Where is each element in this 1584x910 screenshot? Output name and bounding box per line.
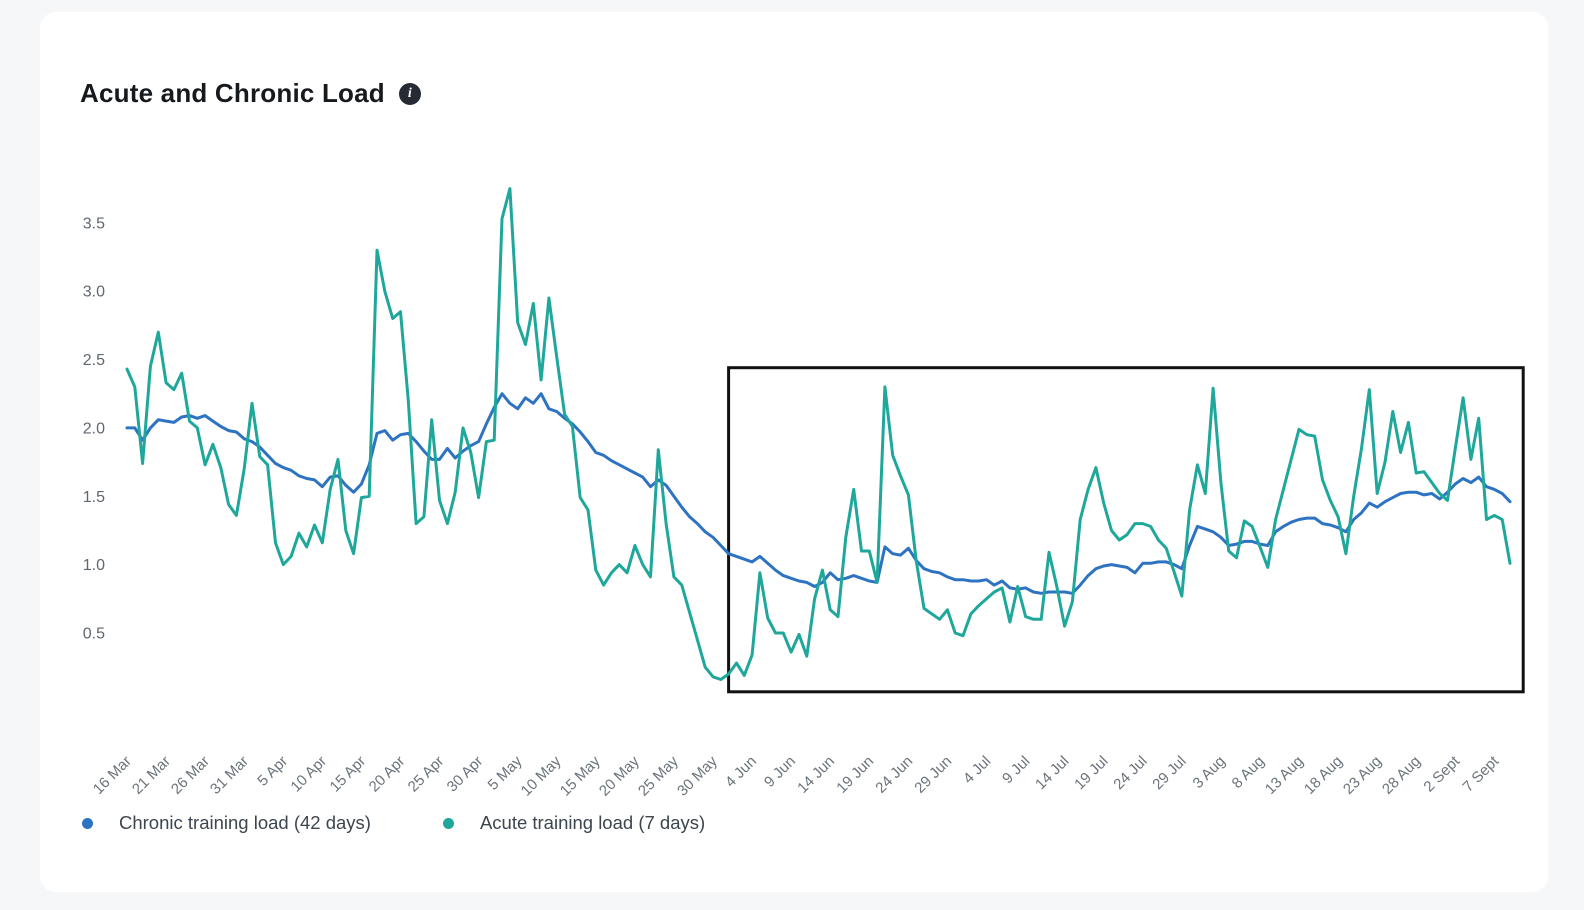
x-tick-label: 29 Jun [911,753,955,797]
y-tick-label: 2.5 [83,352,105,369]
x-tick-label: 30 Apr [444,753,487,796]
x-tick-label: 3 Aug [1190,753,1229,792]
x-tick-label: 5 Apr [254,753,291,790]
x-tick-label: 21 Mar [129,753,174,798]
y-tick-label: 3.0 [83,284,105,301]
legend-item-chronic[interactable]: Chronic training load (42 days) [82,812,371,834]
x-tick-label: 4 Jun [722,753,760,791]
y-tick-label: 1.0 [83,557,105,574]
x-tick-label: 31 Mar [207,753,252,798]
x-tick-label: 20 May [596,752,643,799]
x-tick-label: 14 Jul [1032,753,1072,793]
x-tick-label: 26 Mar [168,753,213,798]
legend-item-acute[interactable]: Acute training load (7 days) [442,812,706,834]
chronic-legend-dot [82,817,93,829]
x-tick-label: 9 Jul [999,753,1033,787]
x-tick-label: 2 Sept [1420,752,1463,795]
x-tick-label: 25 Apr [405,753,448,796]
x-tick-label: 23 Aug [1340,753,1385,798]
x-tick-label: 20 Apr [366,753,409,796]
x-tick-label: 15 Apr [327,753,370,796]
card-header: Acute and Chronic Load i [80,78,421,109]
x-tick-label: 10 Apr [287,753,330,796]
x-tick-label: 10 May [518,752,565,799]
acute-legend-label: Acute training load (7 days) [479,812,706,833]
x-tick-label: 25 May [635,752,682,799]
x-tick-label: 16 Mar [90,753,135,798]
chronic-legend-label: Chronic training load (42 days) [119,812,371,833]
chart-legend: Chronic training load (42 days) Acute tr… [82,812,705,834]
x-tick-label: 30 May [674,752,721,799]
y-tick-label: 2.0 [83,420,105,437]
info-icon[interactable]: i [398,82,421,105]
acute-load-line [125,187,1512,681]
y-tick-label: 0.5 [83,626,105,643]
x-tick-label: 14 Jun [794,753,838,797]
highlight-rectangle [727,366,1525,694]
x-tick-label: 15 May [557,752,604,799]
x-tick-label: 24 Jul [1110,753,1150,793]
x-tick-label: 28 Aug [1379,753,1424,798]
page-title: Acute and Chronic Load [80,78,385,108]
chart-card: Acute and Chronic Load i 0.5 1.0 1.5 2.0 2.5… [40,12,1548,892]
x-tick-label: 13 Aug [1262,753,1307,798]
x-tick-label: 18 Aug [1301,753,1346,798]
acute-legend-dot [442,817,454,829]
x-tick-label: 19 Jul [1071,753,1111,793]
y-tick-label: 3.5 [83,215,105,232]
chronic-load-line [125,392,1512,595]
x-tick-label: 4 Jul [960,753,994,787]
x-tick-label: 24 Jun [872,753,916,797]
x-tick-label: 19 Jun [833,753,877,797]
x-tick-label: 29 Jul [1149,753,1189,793]
x-tick-label: 7 Sept [1460,752,1503,795]
y-tick-label: 1.5 [83,489,105,506]
